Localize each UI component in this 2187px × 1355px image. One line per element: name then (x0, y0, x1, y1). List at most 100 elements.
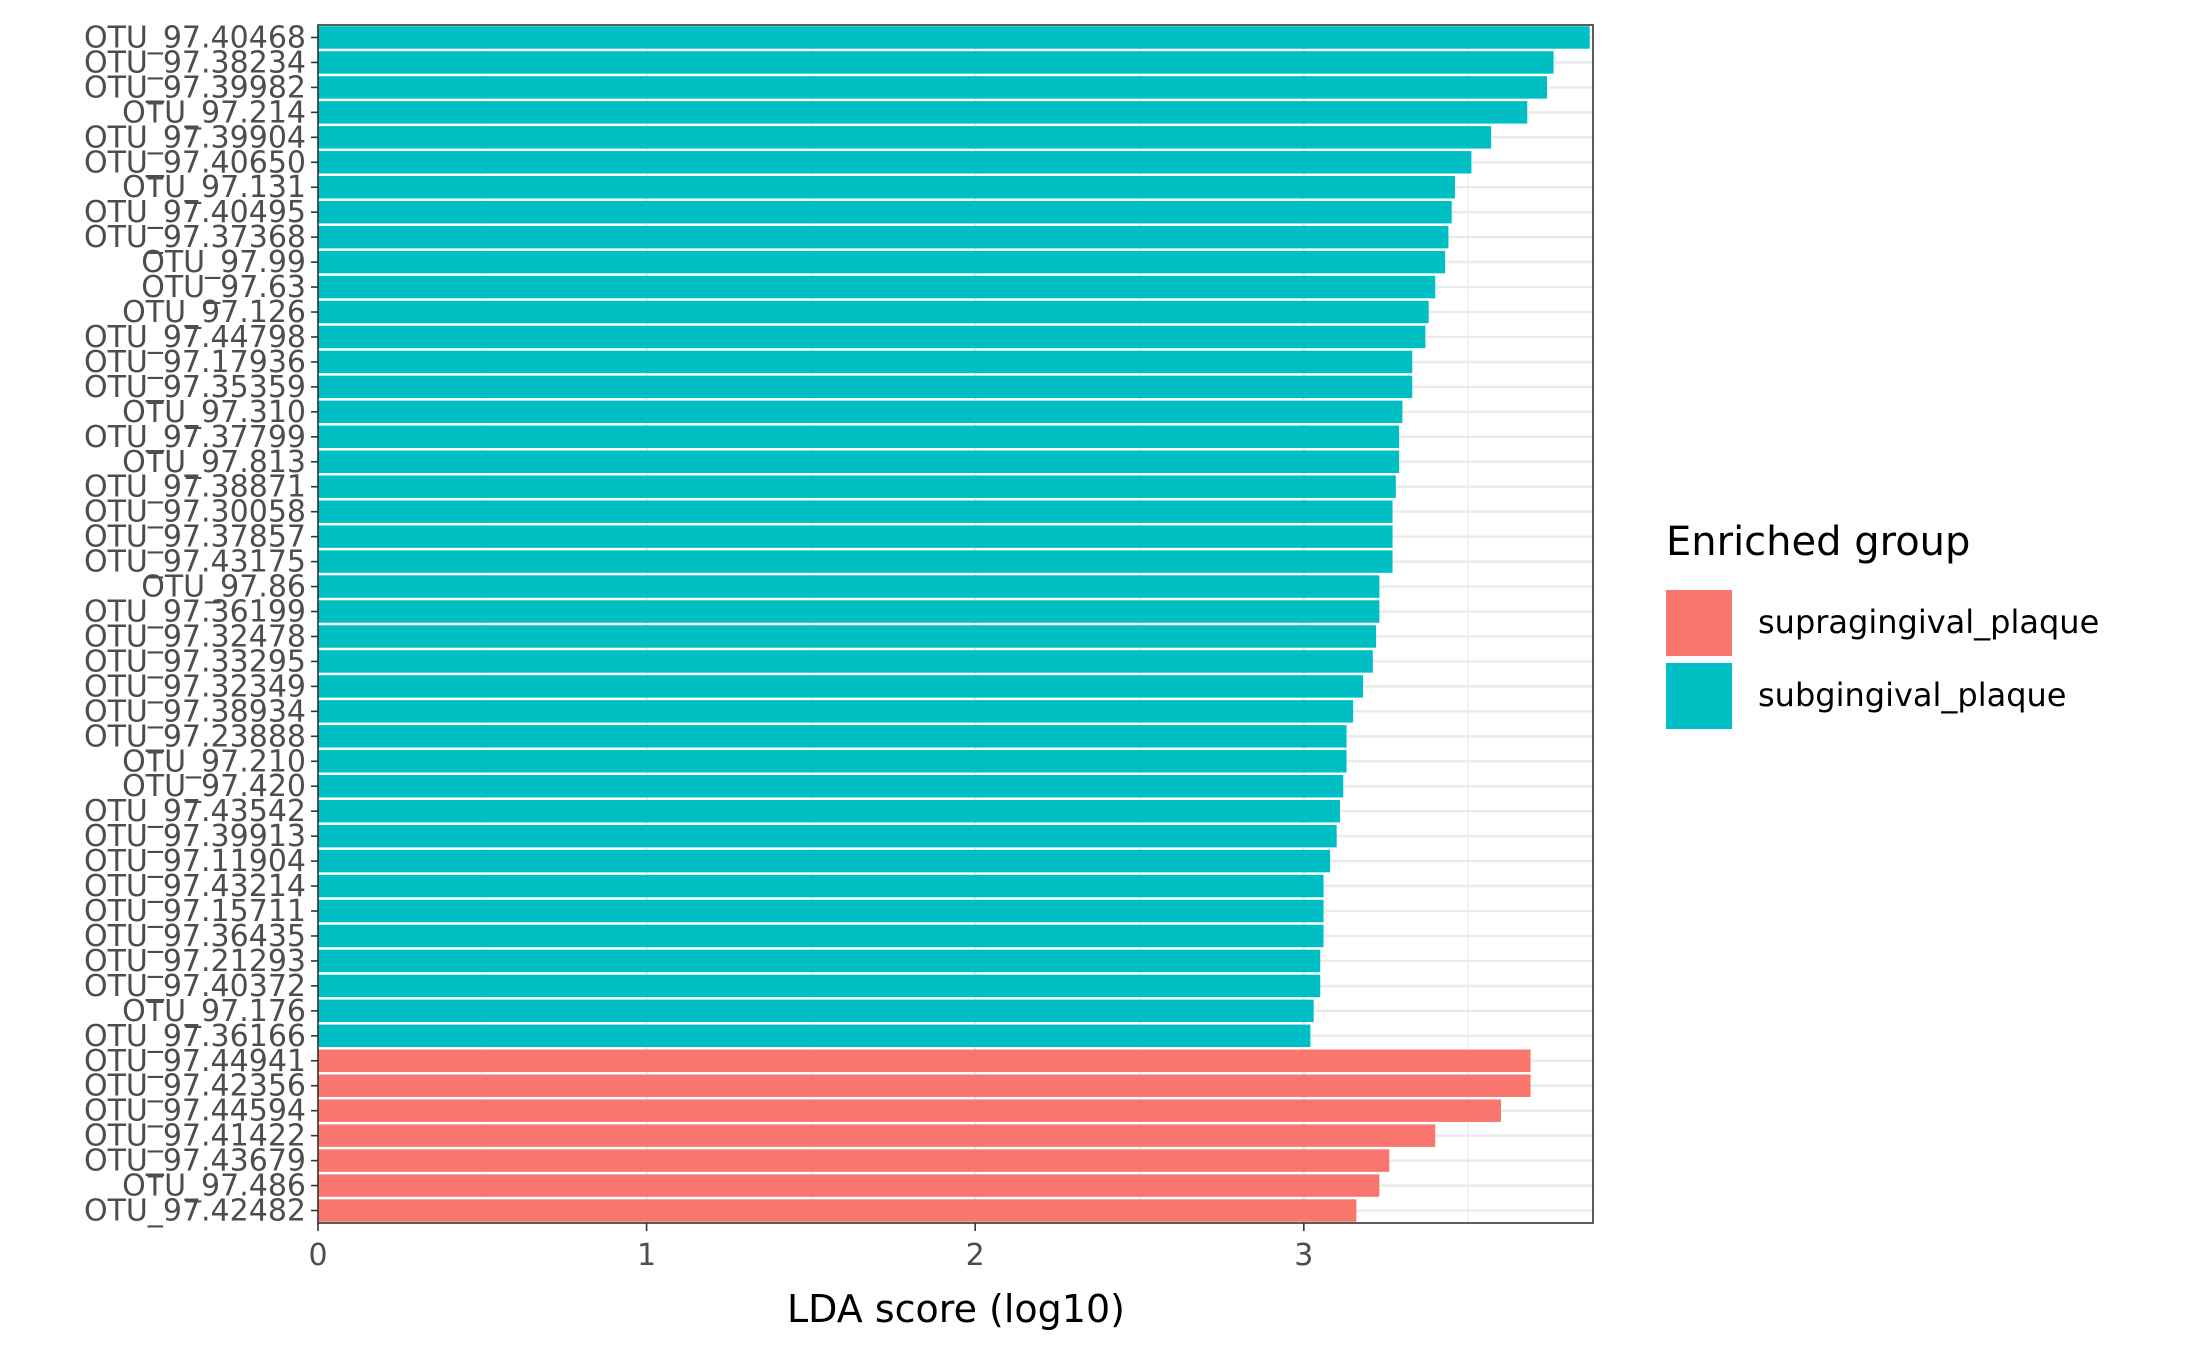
y-tick-label: OTU_97.126 (122, 295, 306, 330)
y-tick-label: OTU_97.214 (122, 95, 306, 130)
legend-title: Enriched group (1666, 519, 1970, 565)
y-tick-label: OTU_97.43175 (84, 545, 306, 580)
bar-OTU_97.23888 (318, 725, 1347, 748)
bar-OTU_97.36166 (318, 1024, 1311, 1048)
bar-OTU_97.126 (318, 300, 1429, 324)
bar-OTU_97.63 (318, 275, 1436, 299)
bar-OTU_97.813 (318, 450, 1400, 474)
y-tick-label: OTU_97.11904 (84, 844, 306, 879)
y-tick-label: OTU_97.38871 (84, 470, 306, 505)
y-tick-label: OTU_97.44594 (84, 1094, 306, 1129)
bar-OTU_97.420 (318, 774, 1344, 798)
y-tick-label: OTU_97.99 (141, 245, 306, 280)
bar-OTU_97.40650 (318, 151, 1472, 174)
bar-OTU_97.39982 (318, 76, 1547, 99)
bar-OTU_97.37368 (318, 225, 1449, 249)
y-tick-label: OTU_97.43679 (84, 1144, 306, 1179)
bar-OTU_97.210 (318, 750, 1347, 773)
bar-OTU_97.214 (318, 101, 1528, 124)
y-tick-label: OTU_97.41422 (84, 1119, 306, 1154)
y-tick-label: OTU_97.40495 (84, 195, 306, 230)
y-tick-label: OTU_97.42356 (84, 1069, 306, 1104)
bar-OTU_97.11904 (318, 849, 1331, 873)
y-tick-label: OTU_97.35359 (84, 370, 306, 405)
y-tick-label: OTU_97.32349 (84, 669, 306, 704)
y-tick-label: OTU_97.813 (122, 445, 306, 480)
bar-OTU_97.17936 (318, 350, 1413, 374)
y-tick-label: OTU_97.42482 (84, 1194, 306, 1229)
y-tick-label: OTU_97.36199 (84, 595, 306, 630)
bar-OTU_97.486 (318, 1174, 1380, 1197)
y-tick-label: OTU_97.37857 (84, 520, 306, 555)
bar-OTU_97.37857 (318, 525, 1393, 548)
y-tick-label: OTU_97.40468 (84, 20, 306, 55)
bar-OTU_97.33295 (318, 650, 1373, 673)
y-tick-label: OTU_97.36435 (84, 919, 306, 954)
y-tick-label: OTU_97.37799 (84, 420, 306, 455)
y-tick-label: OTU_97.40650 (84, 145, 306, 180)
x-tick-label: 0 (308, 1238, 327, 1273)
y-tick-label: OTU_97.176 (122, 994, 306, 1029)
bar-OTU_97.37799 (318, 425, 1400, 449)
bar-OTU_97.38871 (318, 475, 1396, 498)
y-tick-label: OTU_97.44798 (84, 320, 306, 355)
bar-OTU_97.30058 (318, 500, 1393, 523)
legend-key-supragingival_plaque (1666, 590, 1732, 656)
y-tick-label: OTU_97.131 (122, 170, 306, 205)
bar-OTU_97.43214 (318, 874, 1324, 898)
bar-OTU_97.41422 (318, 1124, 1436, 1147)
bar-OTU_97.38934 (318, 700, 1354, 723)
y-tick-label: OTU_97.210 (122, 744, 306, 779)
legend: Enriched group supragingival_plaquesubgi… (1666, 519, 2099, 729)
bar-OTU_97.36435 (318, 924, 1324, 948)
y-tick-label: OTU_97.23888 (84, 719, 306, 754)
bar-OTU_97.21293 (318, 949, 1321, 973)
y-tick-label: OTU_97.43542 (84, 794, 306, 829)
legend-label-subgingival_plaque: subgingival_plaque (1758, 676, 2066, 714)
bar-OTU_97.39904 (318, 126, 1492, 149)
bar-OTU_97.35359 (318, 375, 1413, 399)
y-tick-label: OTU_97.38234 (84, 45, 306, 80)
bar-OTU_97.32478 (318, 625, 1377, 648)
y-tick-label: OTU_97.15711 (84, 894, 306, 929)
y-tick-label: OTU_97.17936 (84, 345, 306, 380)
bar-OTU_97.38234 (318, 51, 1554, 74)
bar-OTU_97.40372 (318, 974, 1321, 998)
bar-OTU_97.40495 (318, 200, 1452, 224)
x-tick-label: 1 (637, 1238, 656, 1273)
bar-OTU_97.36199 (318, 600, 1380, 623)
legend-key-subgingival_plaque (1666, 663, 1732, 729)
legend-entries: supragingival_plaque subgingival_plaque (1666, 590, 2099, 729)
y-tick-label: OTU_97.486 (122, 1169, 306, 1204)
bar-OTU_97.15711 (318, 899, 1324, 923)
y-tick-label: OTU_97.40372 (84, 969, 306, 1004)
bar-OTU_97.131 (318, 175, 1455, 199)
y-tick-label: OTU_97.39982 (84, 70, 306, 105)
bar-OTU_97.44798 (318, 325, 1426, 349)
bar-OTU_97.99 (318, 250, 1446, 274)
bar-OTU_97.42482 (318, 1199, 1357, 1222)
y-tick-label: OTU_97.30058 (84, 495, 306, 530)
bar-OTU_97.44594 (318, 1099, 1501, 1122)
y-tick-label: OTU_97.420 (122, 769, 306, 804)
y-tick-label: OTU_97.33295 (84, 644, 306, 679)
x-tick-label: 2 (966, 1238, 985, 1273)
bar-OTU_97.42356 (318, 1074, 1531, 1097)
bar-OTU_97.44941 (318, 1049, 1531, 1073)
legend-label-supragingival_plaque: supragingival_plaque (1758, 603, 2099, 641)
bar-OTU_97.40468 (318, 26, 1590, 49)
x-axis-title: LDA score (log10) (787, 1287, 1125, 1331)
y-tick-label: OTU_97.39904 (84, 120, 306, 155)
bar-OTU_97.43175 (318, 550, 1393, 573)
x-axis-ticks: 0 1 2 3 (308, 1223, 1313, 1273)
bar-OTU_97.310 (318, 400, 1403, 424)
bar-OTU_97.86 (318, 575, 1380, 598)
y-tick-label: OTU_97.32478 (84, 619, 306, 654)
y-tick-label: OTU_97.43214 (84, 869, 306, 904)
bar-OTU_97.32349 (318, 675, 1363, 698)
y-tick-label: OTU_97.63 (141, 270, 306, 305)
y-axis-tick-labels: OTU_97.40468OTU_97.38234OTU_97.39982OTU_… (84, 20, 318, 1229)
y-tick-label: OTU_97.36166 (84, 1019, 306, 1054)
